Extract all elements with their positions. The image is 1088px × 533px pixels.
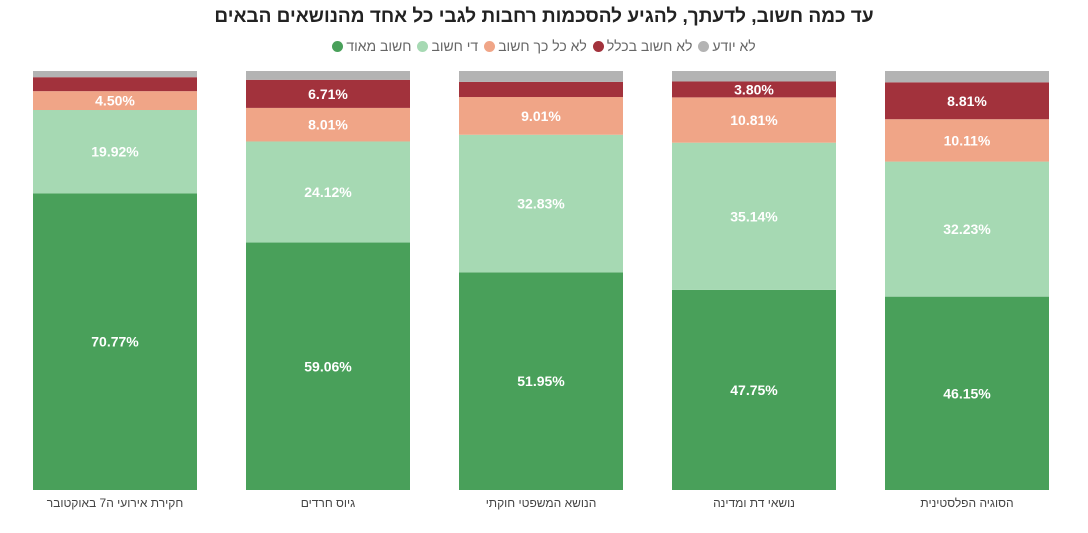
data-label: 6.71% xyxy=(308,86,348,102)
bar-segment[interactable] xyxy=(459,97,623,135)
bar-segment[interactable] xyxy=(459,81,623,98)
data-label: 8.01% xyxy=(308,117,348,133)
legend-label: חשוב מאוד xyxy=(346,38,412,54)
data-label: 70.77% xyxy=(91,334,139,350)
bar-segment[interactable] xyxy=(459,134,623,273)
category-label: גיוס חרדים xyxy=(301,496,356,510)
category-label: נושאי דת ומדינה xyxy=(713,496,795,510)
category-label: חקירת אירועי ה7 באוקטובר xyxy=(47,496,183,510)
bar-segment[interactable] xyxy=(246,242,410,490)
bar-segment[interactable] xyxy=(459,71,623,82)
bar-segment[interactable] xyxy=(885,161,1049,297)
bar-segment[interactable] xyxy=(246,107,410,142)
legend-dot-icon xyxy=(332,40,344,52)
bar-segment[interactable] xyxy=(672,289,836,490)
bar-segment[interactable] xyxy=(885,82,1049,120)
data-label: 24.12% xyxy=(304,184,352,200)
data-label: 59.06% xyxy=(304,358,352,374)
data-label: 51.95% xyxy=(517,373,565,389)
legend-item[interactable]: לא יודע xyxy=(698,38,756,54)
chart-title: עד כמה חשוב, לדעתך, להגיע להסכמות רחבות … xyxy=(214,6,874,27)
data-label: 35.14% xyxy=(730,208,778,224)
bar-segment[interactable] xyxy=(246,71,410,80)
legend-label: לא יודע xyxy=(712,38,756,54)
bar-segment[interactable] xyxy=(672,97,836,143)
legend: לא יודע לא חשוב בכלל לא כל כך חשוב די חשוב ח… xyxy=(0,38,1088,54)
category-label: הסוגיה הפלסטינית xyxy=(920,496,1013,510)
bar-segment[interactable] xyxy=(33,77,197,92)
bar-segment[interactable] xyxy=(459,272,623,490)
data-label: 9.01% xyxy=(521,108,561,124)
bar-segment[interactable] xyxy=(672,81,836,98)
data-label: 32.83% xyxy=(517,196,565,212)
legend-item[interactable]: די חשוב xyxy=(417,38,478,54)
bar-segment[interactable] xyxy=(246,141,410,243)
bar-segment[interactable] xyxy=(33,71,197,78)
bar-segment[interactable] xyxy=(33,193,197,490)
data-label: 32.23% xyxy=(943,221,991,237)
bar-segment[interactable] xyxy=(672,142,836,290)
legend-dot-icon xyxy=(698,40,710,52)
data-label: 19.92% xyxy=(91,144,139,160)
data-label: 46.15% xyxy=(943,385,991,401)
data-label: 47.75% xyxy=(730,382,778,398)
legend-dot-icon xyxy=(484,40,496,52)
data-label: 10.11% xyxy=(944,132,991,148)
legend-label: לא כל כך חשוב xyxy=(498,38,587,54)
bar-segment[interactable] xyxy=(885,71,1049,83)
legend-label: די חשוב xyxy=(431,38,479,54)
bar-segment[interactable] xyxy=(33,110,197,194)
bar-segment[interactable] xyxy=(672,71,836,82)
legend-item[interactable]: לא כל כך חשוב xyxy=(484,38,587,54)
legend-dot-icon xyxy=(592,40,604,52)
data-label: 8.81% xyxy=(947,93,987,109)
data-label: 3.80% xyxy=(734,81,774,97)
legend-label: לא חשוב בכלל xyxy=(606,38,693,54)
bar-segment[interactable] xyxy=(33,91,197,111)
data-label: 4.50% xyxy=(95,93,135,109)
bar-segment[interactable] xyxy=(885,119,1049,162)
legend-item[interactable]: חשוב מאוד xyxy=(332,38,411,54)
data-label: 10.81% xyxy=(730,112,778,128)
legend-dot-icon xyxy=(417,40,429,52)
bar-segment[interactable] xyxy=(246,79,410,108)
legend-item[interactable]: לא חשוב בכלל xyxy=(592,38,693,54)
category-label: הנושא המשפטי חוקתי xyxy=(486,496,597,510)
bar-segment[interactable] xyxy=(885,296,1049,490)
